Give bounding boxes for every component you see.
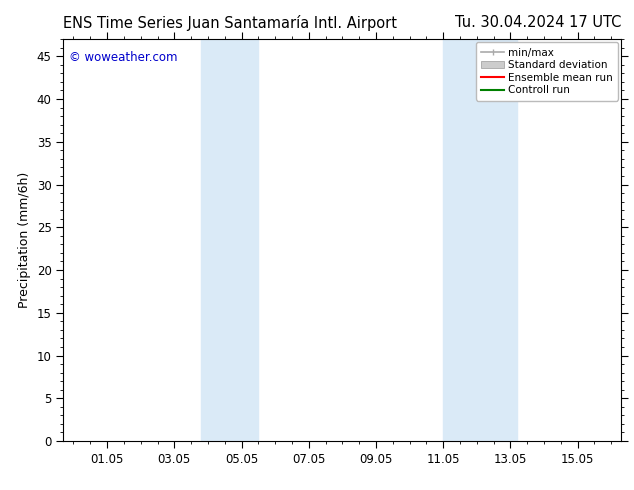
Y-axis label: Precipitation (mm/6h): Precipitation (mm/6h) (18, 172, 31, 308)
Bar (443, 39, 517, 441)
Text: © woweather.com: © woweather.com (69, 51, 178, 64)
Text: ENS Time Series Juan Santamaría Intl. Airport: ENS Time Series Juan Santamaría Intl. Ai… (63, 15, 398, 31)
Bar (201, 39, 258, 441)
Legend: min/max, Standard deviation, Ensemble mean run, Controll run: min/max, Standard deviation, Ensemble me… (476, 42, 618, 100)
Text: Tu. 30.04.2024 17 UTC: Tu. 30.04.2024 17 UTC (455, 15, 621, 30)
